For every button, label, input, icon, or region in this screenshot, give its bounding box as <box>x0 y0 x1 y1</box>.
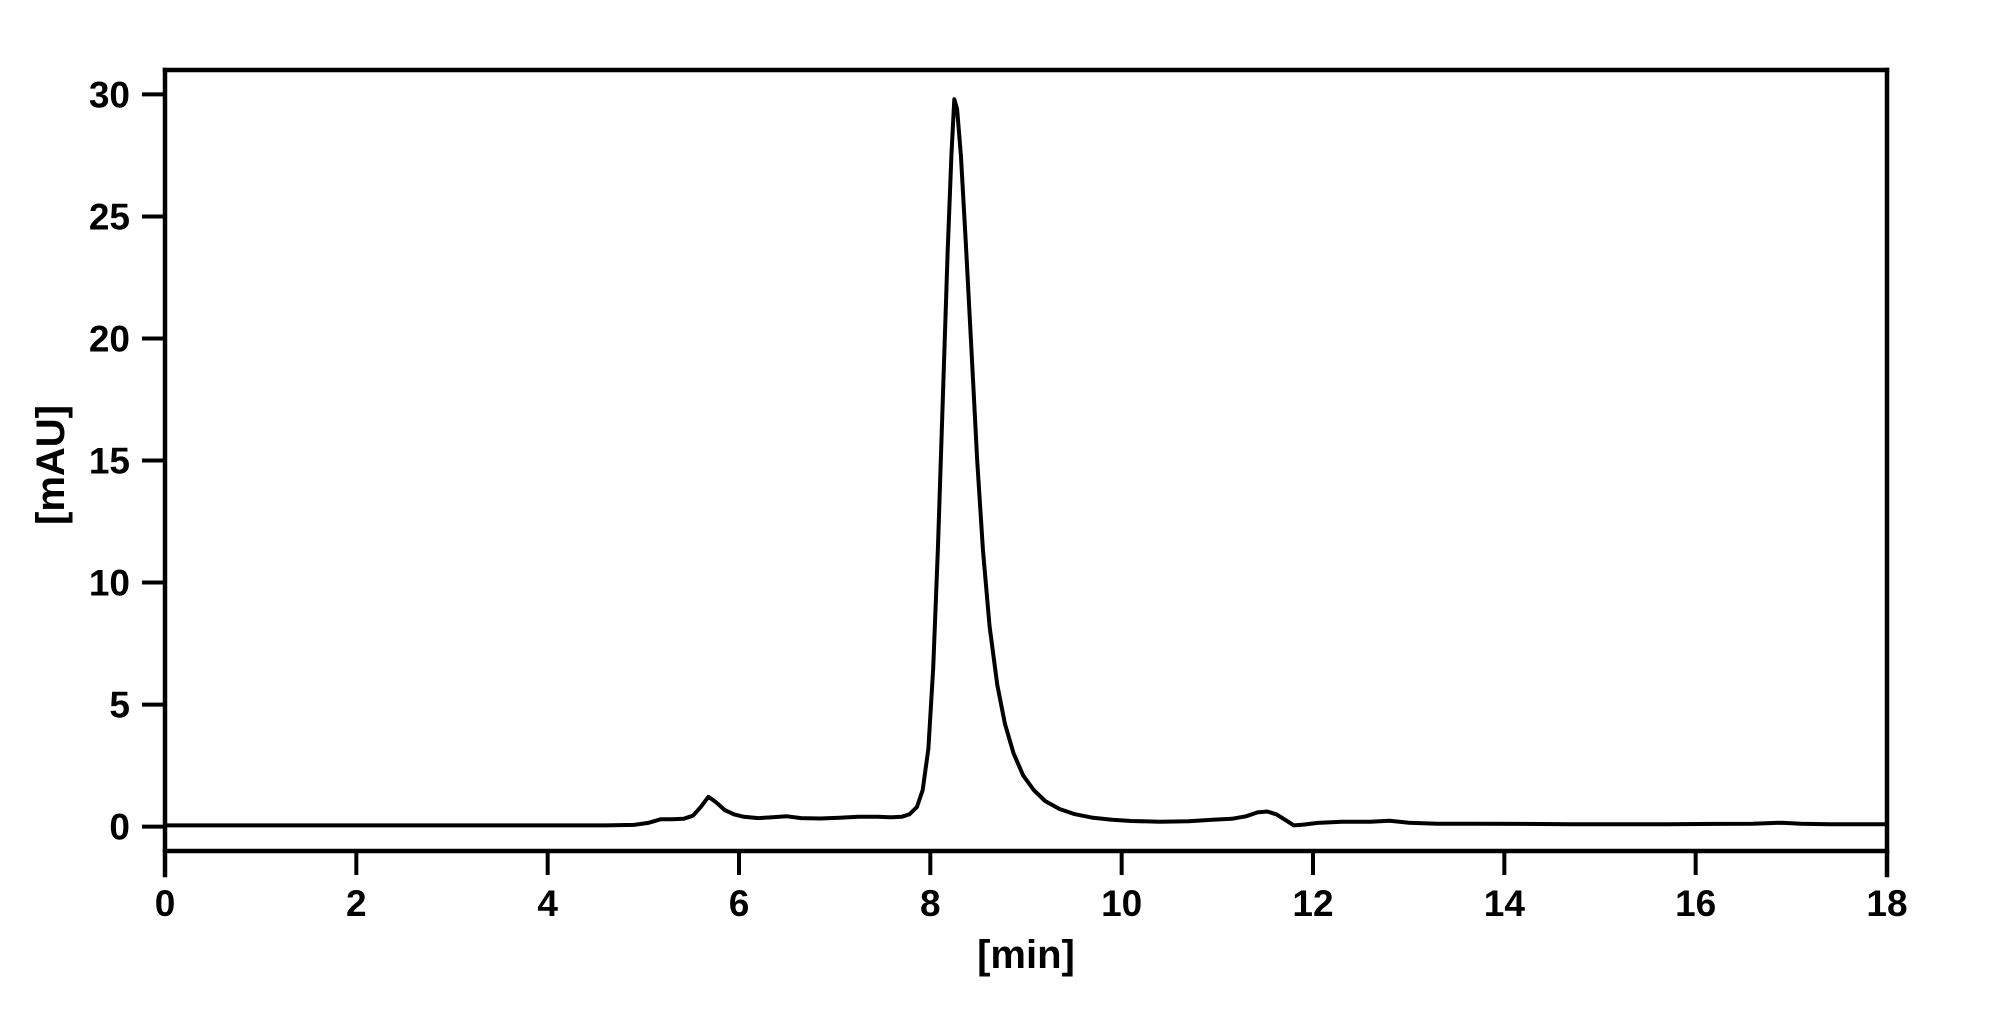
x-axis-title: [min] <box>977 933 1075 977</box>
y-tick-label: 0 <box>109 807 130 848</box>
y-axis-title: [mAU] <box>29 405 73 525</box>
x-tick-label: 12 <box>1292 883 1333 924</box>
x-tick-label: 14 <box>1484 883 1526 924</box>
y-tick-label: 30 <box>89 74 130 115</box>
y-axis-tick-labels: 0 5 10 15 20 25 30 <box>89 74 130 847</box>
x-tick-label: 2 <box>346 883 367 924</box>
x-axis-ticks <box>163 851 1889 875</box>
x-tick-label: 10 <box>1101 883 1142 924</box>
x-axis-tick-labels: 0 2 4 6 8 10 12 14 16 18 <box>155 883 1908 924</box>
x-tick-label: 8 <box>920 883 941 924</box>
x-tick-label: 0 <box>155 883 176 924</box>
plot-frame <box>162 67 1890 878</box>
y-tick-label: 25 <box>89 196 130 237</box>
y-tick-label: 5 <box>109 685 130 726</box>
signal-trace <box>163 97 1889 828</box>
x-tick-label: 16 <box>1675 883 1716 924</box>
y-tick-label: 15 <box>89 441 130 482</box>
x-tick-label: 6 <box>729 883 750 924</box>
y-tick-label: 10 <box>89 563 130 604</box>
x-tick-label: 4 <box>537 883 558 924</box>
y-axis-ticks <box>142 92 165 829</box>
x-tick-label: 18 <box>1866 883 1907 924</box>
y-tick-label: 20 <box>89 318 130 359</box>
